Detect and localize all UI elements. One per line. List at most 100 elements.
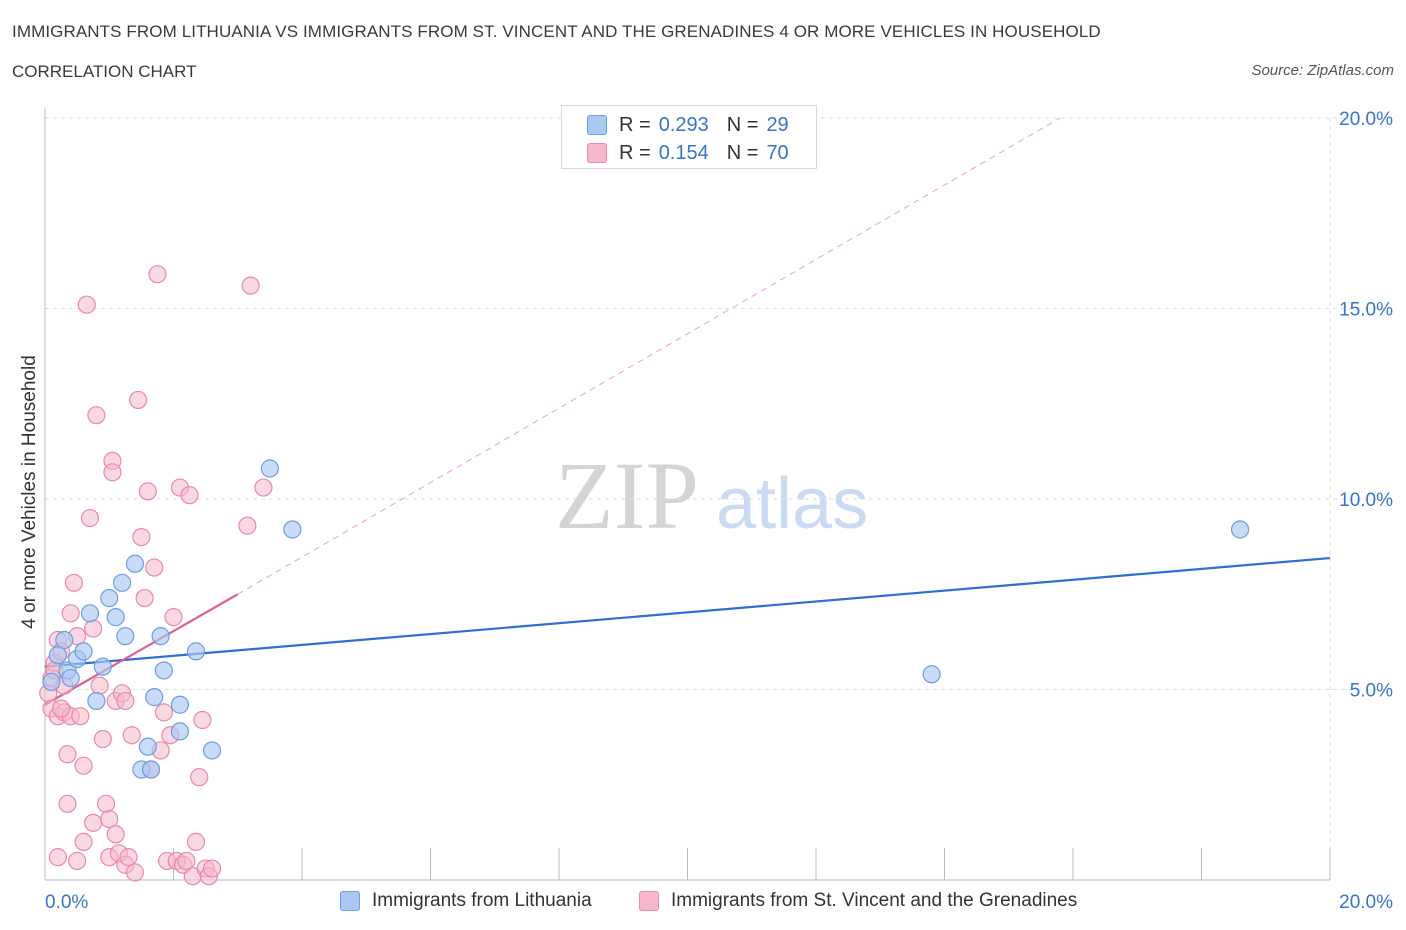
point-st-vincent [180, 486, 199, 505]
legend-row-lithuania: R = 0.293 N = 29 [587, 113, 789, 137]
pink-swatch [587, 143, 607, 163]
y-axis-label: 4 or more Vehicles in Household [19, 355, 40, 629]
point-lithuania [106, 608, 125, 627]
zipatlas-watermark: ZIP atlas [555, 442, 868, 549]
point-st-vincent [80, 508, 100, 528]
point-st-vincent [241, 276, 260, 295]
point-lithuania [170, 722, 190, 741]
x-tick-label: 0.0% [45, 892, 88, 913]
point-st-vincent [135, 588, 154, 608]
axes [44, 108, 1331, 881]
point-st-vincent [193, 710, 212, 730]
chart-subtitle: CORRELATION CHART [12, 62, 197, 81]
point-st-vincent [87, 406, 106, 425]
point-lithuania [93, 657, 112, 676]
point-lithuania [145, 688, 164, 707]
point-st-vincent [61, 604, 80, 623]
point-lithuania [55, 630, 74, 650]
correlation-legend: R = 0.293 N = 29 R = 0.154 N = 70 [561, 105, 817, 169]
point-st-vincent [77, 295, 96, 314]
point-st-vincent [148, 265, 167, 284]
point-st-vincent [186, 832, 206, 852]
legend-row-st-vincent: R = 0.154 N = 70 [587, 141, 789, 165]
point-lithuania [141, 760, 161, 779]
point-st-vincent [71, 707, 90, 726]
point-lithuania [80, 604, 100, 623]
bottom-legend-st-vincent: Immigrants from St. Vincent and the Gren… [639, 888, 1077, 914]
point-st-vincent [93, 729, 112, 749]
point-lithuania [202, 741, 222, 760]
grid-lines [45, 117, 1390, 880]
point-lithuania [154, 661, 173, 680]
blue-swatch [587, 115, 607, 135]
legend-n-label: N = [726, 113, 759, 136]
point-st-vincent [74, 756, 93, 775]
point-st-vincent [51, 699, 71, 718]
y-tick-label: 15.0% [1339, 300, 1393, 321]
point-lithuania [186, 642, 206, 661]
point-lithuania [260, 459, 279, 478]
point-lithuania [112, 573, 132, 592]
point-st-vincent [58, 745, 77, 764]
point-lithuania [100, 588, 119, 608]
point-st-vincent [103, 463, 122, 482]
point-st-vincent [58, 794, 77, 813]
point-lithuania [151, 627, 170, 646]
point-st-vincent [84, 619, 103, 638]
point-st-vincent [74, 832, 93, 852]
point-st-vincent [68, 851, 87, 871]
legend-n-label: N = [726, 141, 759, 164]
watermark-zip: ZIP [555, 442, 699, 549]
point-st-vincent [145, 558, 164, 577]
point-st-vincent [125, 863, 145, 882]
point-lithuania [48, 646, 67, 665]
point-lithuania [283, 520, 302, 539]
trend-lines [44, 117, 1331, 706]
point-st-vincent [177, 851, 196, 871]
point-lithuania [922, 665, 941, 684]
point-st-vincent [96, 794, 116, 813]
blue-swatch [340, 891, 360, 911]
legend-n-value: 70 [766, 141, 789, 164]
point-st-vincent [132, 527, 151, 547]
point-st-vincent [119, 848, 138, 867]
point-st-vincent [106, 825, 125, 844]
point-st-vincent [138, 482, 157, 501]
point-lithuania [1230, 520, 1250, 539]
point-st-vincent [122, 726, 141, 745]
point-st-vincent [64, 573, 84, 592]
point-st-vincent [154, 703, 173, 722]
point-st-vincent [100, 809, 119, 829]
point-st-vincent [254, 478, 273, 497]
point-lithuania [116, 627, 135, 646]
legend-n-value: 29 [766, 113, 789, 136]
point-st-vincent [202, 859, 222, 878]
chart-title: IMMIGRANTS FROM LITHUANIA VS IMMIGRANTS … [12, 22, 1101, 41]
tick-labels: 5.0% 10.0% 15.0% 20.0% 0.0% 20.0% [45, 109, 1393, 913]
point-st-vincent [190, 768, 209, 787]
series-label: Immigrants from Lithuania [372, 890, 592, 911]
point-lithuania [87, 691, 106, 711]
point-st-vincent [90, 676, 109, 695]
point-lithuania [138, 737, 157, 756]
legend-r-value: 0.154 [658, 141, 709, 164]
point-st-vincent [129, 390, 148, 410]
pink-swatch [639, 891, 659, 911]
point-st-vincent [116, 691, 135, 711]
point-st-vincent [84, 813, 103, 832]
source-credit: Source: ZipAtlas.com [1251, 62, 1394, 79]
point-lithuania [61, 668, 80, 688]
point-lithuania [74, 642, 93, 661]
point-st-vincent [238, 516, 257, 535]
y-tick-label: 20.0% [1339, 109, 1393, 130]
point-st-vincent [164, 608, 183, 627]
point-st-vincent [48, 848, 67, 867]
x-tick-label: 20.0% [1339, 892, 1393, 913]
legend-r-value: 0.293 [658, 113, 709, 136]
watermark-atlas: atlas [716, 464, 868, 544]
point-lithuania [42, 672, 61, 691]
trend-line-st-vincent [44, 593, 239, 706]
legend-r-label: R = [619, 141, 651, 164]
y-tick-label: 5.0% [1350, 681, 1393, 702]
